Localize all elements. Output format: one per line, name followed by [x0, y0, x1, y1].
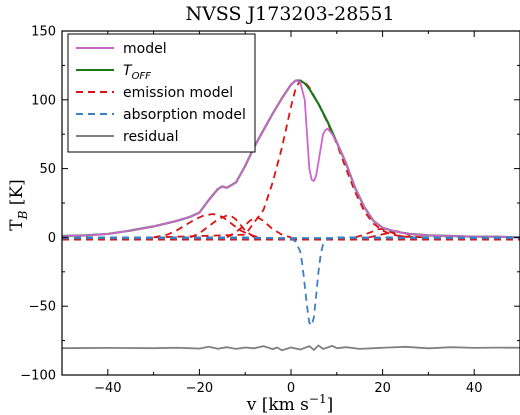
x-tick-label: −40: [94, 381, 121, 396]
emission-component-3: [226, 217, 292, 239]
y-tick-label: 50: [39, 162, 56, 177]
y-tick-label: −50: [29, 300, 56, 315]
y-axis-title: TB [K]: [7, 179, 30, 231]
emission-component-1: [153, 213, 260, 239]
x-tick-label: 40: [466, 381, 483, 396]
series-residual: [62, 344, 520, 352]
plot-area: [62, 79, 520, 352]
y-tick-label: 0: [48, 231, 56, 246]
legend-box: [67, 33, 256, 153]
series-model: [62, 79, 520, 239]
y-tick-label: −100: [20, 369, 56, 384]
legend-label: model: [123, 41, 167, 57]
legend-label: TOFF: [123, 63, 151, 82]
series-layer: [62, 79, 520, 352]
legend-label: emission model: [123, 85, 233, 101]
legend-label: absorption model: [123, 107, 246, 123]
emission-component-2: [189, 214, 255, 239]
x-axis-title: v [km s−1]: [246, 392, 334, 415]
legend-label: residual: [123, 129, 178, 145]
series-absorption-model: [62, 236, 520, 327]
legend: model TOFF emission model absorption model r…: [67, 33, 256, 153]
y-tick-label: 100: [31, 93, 56, 108]
chart-title: NVSS J173203-28551: [185, 3, 394, 25]
x-tick-label: 0: [287, 381, 295, 396]
x-tick-label: 20: [374, 381, 391, 396]
y-tick-label: 150: [31, 25, 56, 40]
axes: −40 −20 0 20 40 −100 −50 0 50 100 150: [20, 25, 520, 396]
emission-component-4: [354, 228, 411, 239]
x-tick-label: −20: [186, 381, 213, 396]
